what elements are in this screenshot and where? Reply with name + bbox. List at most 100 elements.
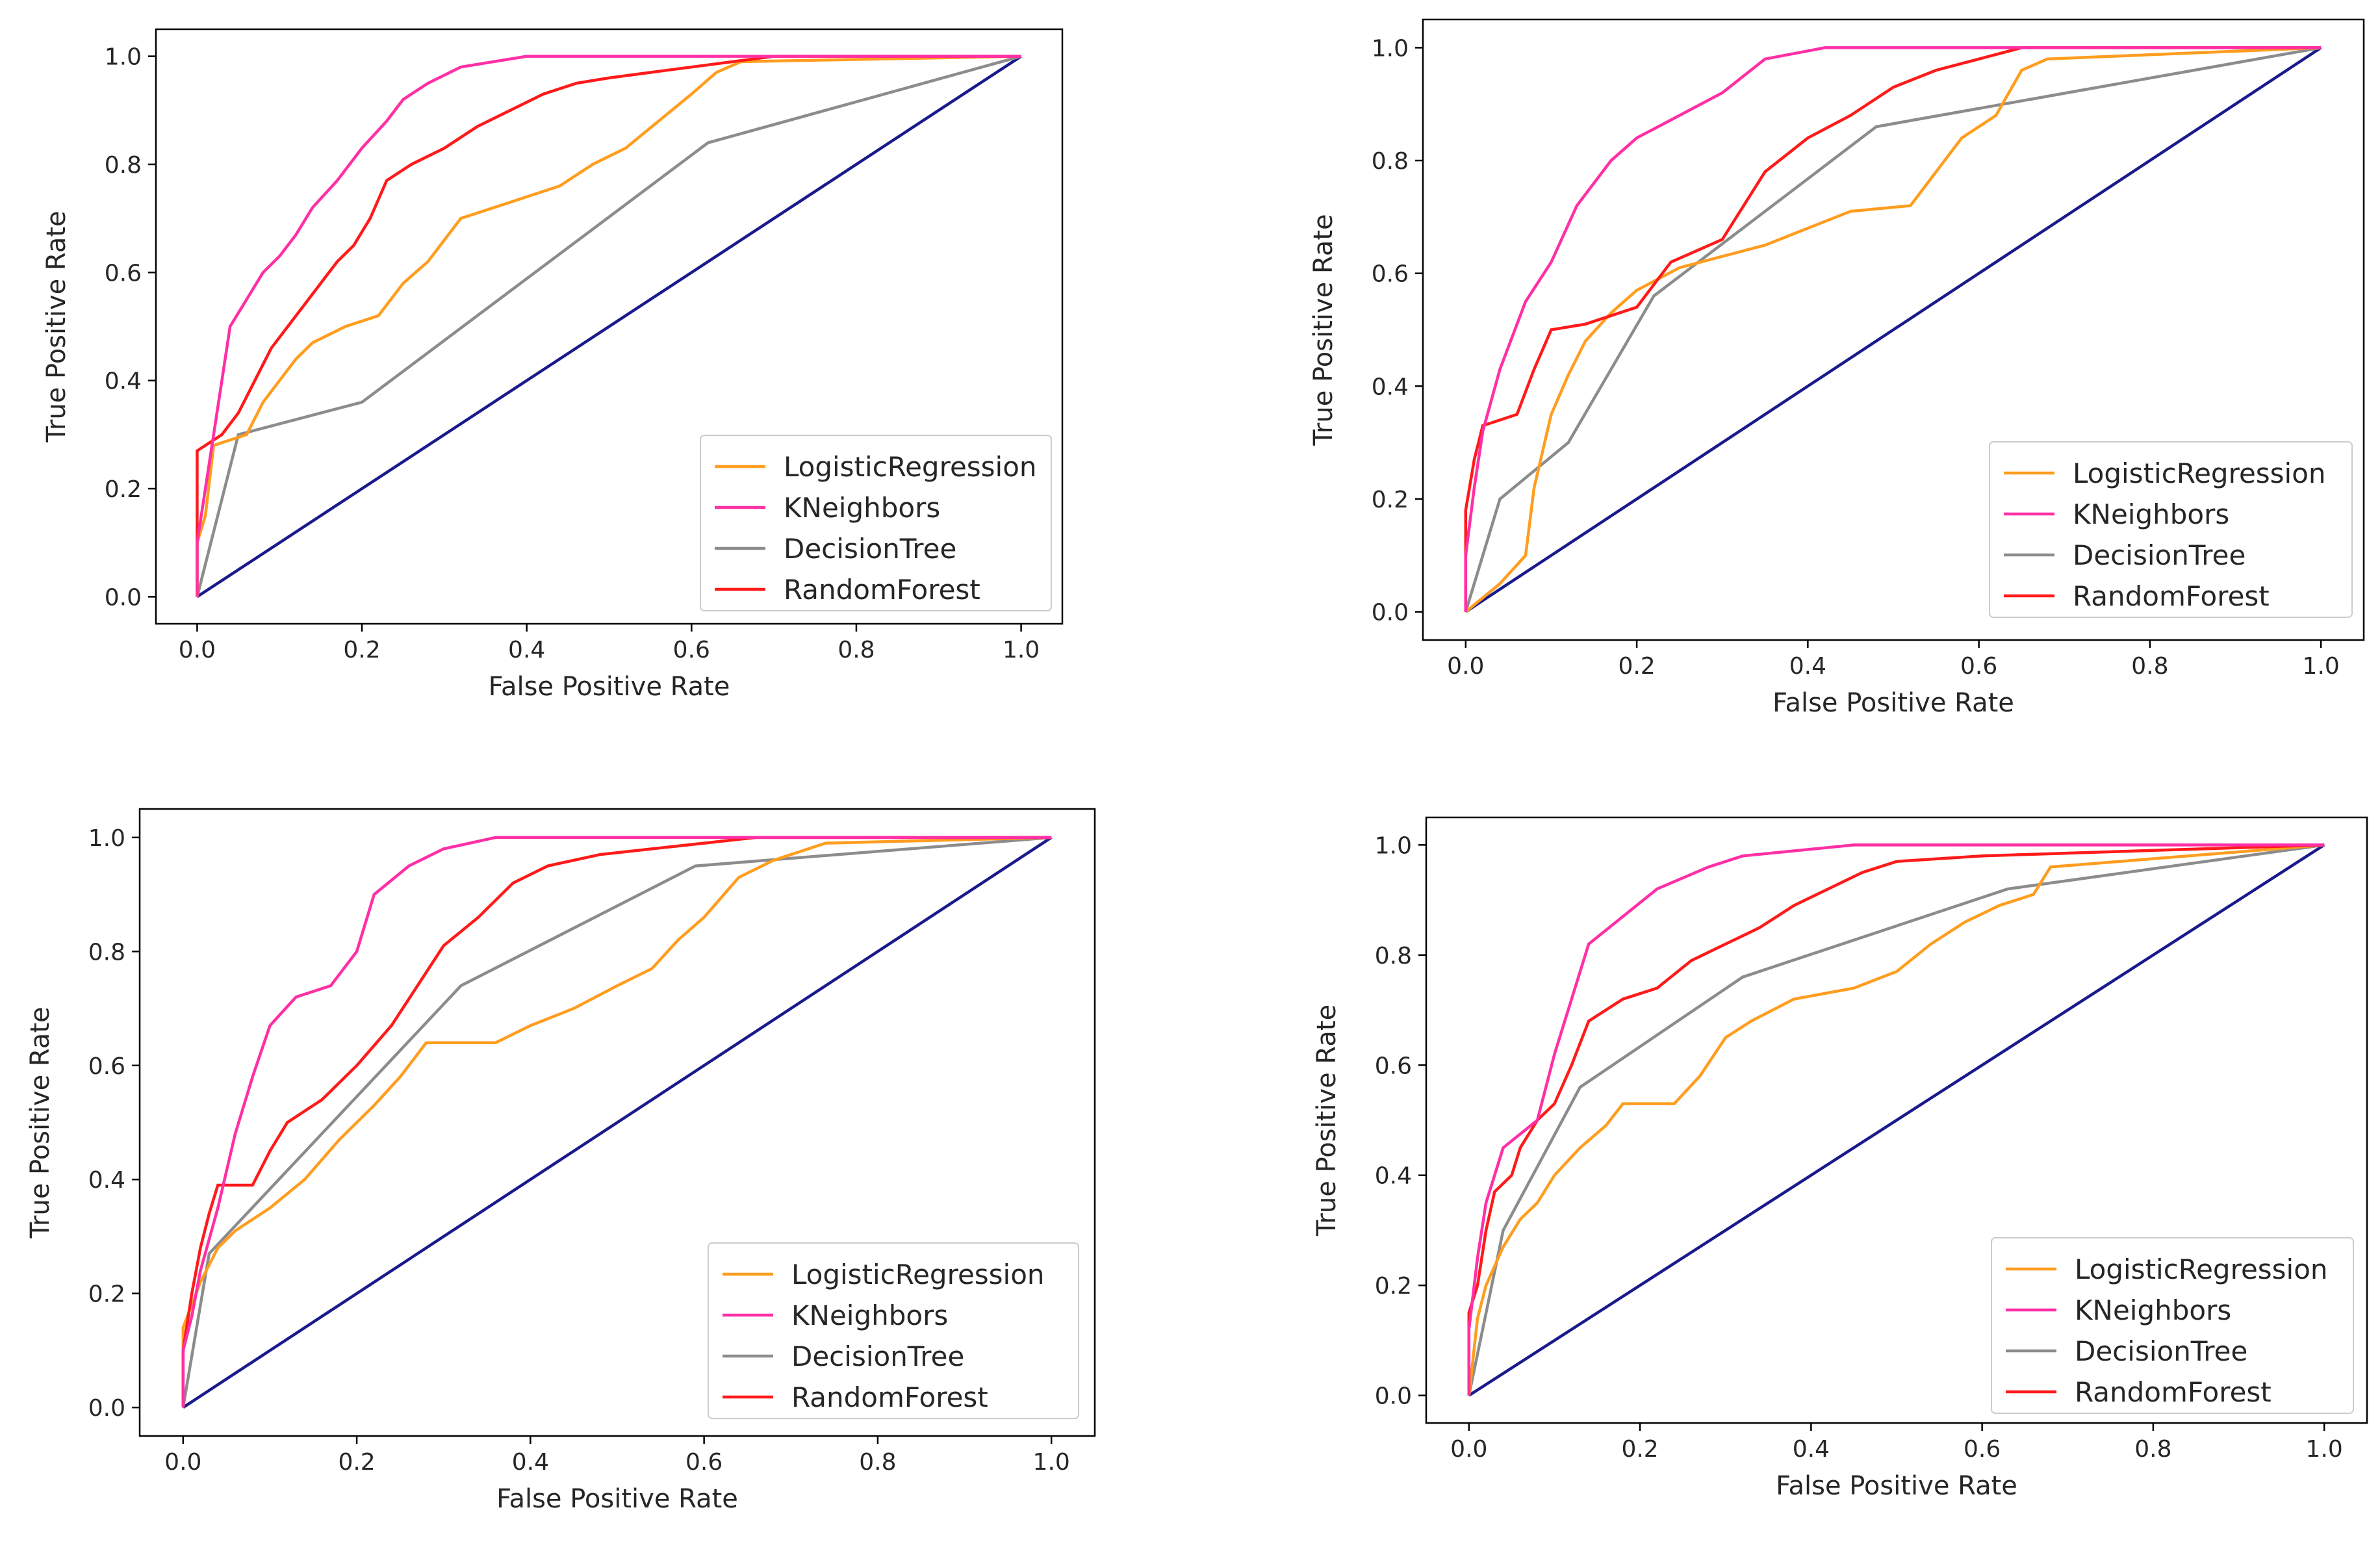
chart-1-axes-frame (155, 28, 1064, 625)
chart-1-legend-label-kneighbors: KNeighbors (784, 492, 940, 524)
chart-3-ytick-label: 0.2 (88, 1281, 125, 1308)
chart-4-series-logisticregression (1467, 843, 2325, 1396)
chart-1-ytick-label: 0.0 (105, 584, 142, 611)
chart-3-xtick-label: 0.2 (338, 1449, 375, 1476)
chart-4: 0.0 0.2 0.4 0.6 0.8 1.0 0.0 0.2 0.4 0.6 0.8 1.0 Fals… (1312, 816, 2368, 1501)
chart-2-xtick-label: 0.0 (1447, 653, 1484, 680)
chart-3-legend-box (708, 1242, 1079, 1419)
chart-1-ytick-label: 0.8 (105, 152, 142, 179)
chart-4-axes-frame (1425, 816, 2368, 1424)
chart-2-ytick-label: 0.6 (1372, 261, 1409, 288)
chart-1-legend-label-randomforest: RandomForest (784, 574, 980, 606)
chart-2-xtick-label: 0.4 (1789, 653, 1826, 680)
chart-2-ytick-label: 0.8 (1372, 148, 1409, 175)
chart-3-series-decisiontree (181, 836, 1052, 1408)
chart-4-xtick-label: 0.0 (1450, 1436, 1487, 1463)
chart-3-xtick-label: 0.6 (685, 1449, 723, 1476)
chart-3-xlabel: False Positive Rate (496, 1484, 738, 1514)
chart-3-series-logisticregression (181, 836, 1052, 1408)
chart-3-ytick-label: 0.8 (88, 939, 125, 966)
chart-3-xtick-label: 0.8 (859, 1449, 896, 1476)
chart-4-series-kneighbors (1467, 843, 2325, 1396)
chart-2-legend-label-kneighbors: KNeighbors (2073, 498, 2229, 530)
chart-4-xtick-label: 0.2 (1621, 1436, 1658, 1463)
chart-2-series-randomforest (1464, 46, 2322, 612)
chart-2: 0.0 0.2 0.4 0.6 0.8 1.0 0.0 0.2 0.4 0.6 0.8 1.0 Fals… (1309, 18, 2365, 718)
chart-2-series-logisticregression (1465, 46, 2322, 613)
chart-2-xtick-label: 0.2 (1618, 653, 1655, 680)
chart-4-xtick-label: 0.8 (2134, 1436, 2171, 1463)
chart-3-ylabel: True Positive Rate (25, 1006, 55, 1238)
chart-4-ytick-label: 0.0 (1375, 1383, 1412, 1410)
chart-3-axes-frame (138, 808, 1096, 1437)
chart-2-ytick-label: 0.4 (1372, 374, 1409, 400)
chart-1-legend-box (700, 435, 1052, 611)
chart-3-series-kneighbors (181, 836, 1052, 1408)
chart-1-ylabel: True Positive Rate (42, 211, 71, 442)
chart-2-legend-label-logisticregression: LogisticRegression (2073, 457, 2326, 489)
chart-1-xtick-label: 0.4 (508, 637, 545, 663)
chart-1-xtick-label: 0.8 (838, 637, 875, 663)
chart-2-series-decisiontree (1464, 46, 2322, 613)
chart-4-ylabel: True Positive Rate (1312, 1005, 1342, 1237)
chart-3-ytick-label: 0.6 (88, 1053, 125, 1080)
chart-1-chance-line (196, 55, 1022, 598)
chart-3: 0.0 0.2 0.4 0.6 0.8 1.0 0.0 0.2 0.4 0.6 0.8 1.0 Fals… (25, 808, 1096, 1514)
chart-3-series-randomforest (181, 836, 1052, 1408)
chart-2-legend-label-randomforest: RandomForest (2073, 580, 2270, 612)
chart-2-xlabel: False Positive Rate (1772, 688, 2014, 718)
chart-1-legend: LogisticRegression KNeighbors DecisionTree… (700, 435, 1052, 611)
chart-1-series-decisiontree (196, 55, 1022, 597)
chart-2-series-kneighbors (1464, 46, 2322, 612)
chart-3-xtick-label: 1.0 (1033, 1449, 1070, 1476)
chart-3-legend: LogisticRegression KNeighbors DecisionTree… (708, 1242, 1079, 1419)
chart-4-ytick-label: 1.0 (1375, 832, 1412, 859)
chart-2-xtick-label: 1.0 (2303, 653, 2340, 680)
chart-4-legend: LogisticRegression KNeighbors DecisionTree… (1991, 1237, 2354, 1414)
chart-2-legend: LogisticRegression KNeighbors DecisionTree… (1989, 441, 2353, 618)
chart-4-legend-label-logisticregression: LogisticRegression (2075, 1253, 2328, 1285)
chart-4-xtick-label: 0.4 (1793, 1436, 1830, 1463)
chart-1-xtick-label: 0.0 (179, 637, 216, 663)
chart-1-legend-label-decisiontree: DecisionTree (784, 533, 956, 565)
chart-2-axes-frame (1422, 18, 2365, 641)
chart-1-ytick-label: 0.4 (105, 368, 142, 395)
chart-2-legend-label-decisiontree: DecisionTree (2073, 539, 2246, 571)
chart-4-legend-label-decisiontree: DecisionTree (2075, 1335, 2247, 1367)
chart-1-ytick-label: 1.0 (105, 44, 142, 71)
chart-2-ytick-label: 0.2 (1372, 487, 1409, 513)
chart-4-xtick-label: 0.6 (1964, 1436, 2001, 1463)
chart-3-xtick-label: 0.4 (512, 1449, 549, 1476)
chart-4-legend-box (1991, 1237, 2354, 1414)
chart-3-chance-line (182, 836, 1053, 1409)
chart-3-ytick-label: 1.0 (88, 825, 125, 852)
chart-4-ytick-label: 0.4 (1375, 1163, 1412, 1190)
chart-2-ylabel: True Positive Rate (1309, 214, 1338, 446)
chart-1-xtick-label: 1.0 (1003, 637, 1040, 663)
chart-2-legend-box (1989, 441, 2353, 618)
chart-3-legend-label-kneighbors: KNeighbors (791, 1300, 948, 1331)
chart-3-legend-label-logisticregression: LogisticRegression (791, 1259, 1045, 1290)
chart-2-xtick-label: 0.6 (1960, 653, 1997, 680)
chart-1-series-randomforest (196, 55, 1021, 597)
chart-2-chance-line (1465, 46, 2322, 613)
chart-3-ytick-label: 0.4 (88, 1167, 125, 1194)
chart-1-legend-label-logisticregression: LogisticRegression (784, 451, 1037, 483)
chart-3-ytick-label: 0.0 (88, 1395, 125, 1422)
chart-4-ytick-label: 0.2 (1375, 1273, 1412, 1300)
chart-1-xtick-label: 0.6 (673, 637, 710, 663)
chart-4-legend-label-randomforest: RandomForest (2075, 1376, 2271, 1408)
chart-4-ytick-label: 0.8 (1375, 943, 1412, 969)
chart-2-ytick-label: 1.0 (1372, 35, 1409, 62)
chart-3-legend-label-randomforest: RandomForest (791, 1381, 988, 1413)
chart-2-xtick-label: 0.8 (2131, 653, 2168, 680)
chart-1-xlabel: False Positive Rate (489, 672, 730, 702)
chart-4-ytick-label: 0.6 (1375, 1053, 1412, 1079)
chart-4-series-randomforest (1467, 843, 2325, 1396)
chart-1-ytick-label: 0.6 (105, 260, 142, 287)
chart-4-chance-line (1468, 843, 2325, 1397)
chart-4-legend-label-kneighbors: KNeighbors (2075, 1294, 2231, 1326)
chart-1-xtick-label: 0.2 (343, 637, 380, 663)
